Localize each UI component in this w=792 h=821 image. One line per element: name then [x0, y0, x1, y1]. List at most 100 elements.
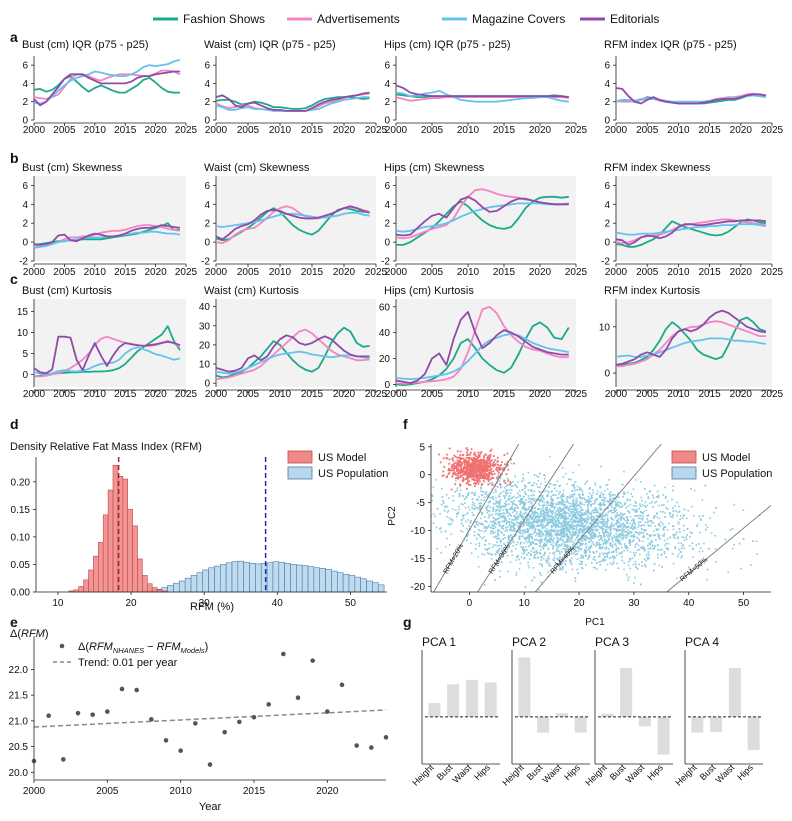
panel-f-point-us-population — [590, 521, 593, 524]
panel-f-point-us-population — [545, 489, 547, 492]
panel-f-point-us-population — [649, 520, 651, 522]
panel-letter-a: a — [10, 29, 18, 45]
panel-f-point-us-population — [634, 560, 636, 563]
panel-f-point-us-population — [574, 542, 576, 545]
panel-f-point-us-population — [505, 523, 508, 526]
panel-f-point-us-population — [535, 550, 538, 552]
panel-f-point-us-population — [695, 544, 698, 546]
panel-f-point-us-population — [604, 559, 606, 561]
panel-f-point-us-population — [497, 545, 499, 547]
panel-f-point-us-population — [505, 465, 508, 468]
panel-f-point-us-population — [599, 485, 601, 488]
panel-f-point-us-population — [510, 521, 513, 524]
panel-f-point-us-population — [439, 513, 441, 515]
panel-f-point-us-population — [552, 530, 555, 532]
panel-f-point-us-population — [539, 551, 541, 554]
panel-f-point-us-population — [587, 509, 590, 511]
panel-f-point-us-population — [707, 548, 710, 550]
panel-f-point-us-population — [602, 496, 605, 499]
panel-f-point-us-population — [658, 536, 660, 538]
panel-f-point-us-population — [742, 538, 745, 540]
panel-f-point-us-population — [562, 493, 564, 495]
panel-f-point-us-population — [511, 539, 514, 542]
panel-f-point-us-population — [575, 505, 577, 508]
panel-f-point-us-population — [557, 533, 559, 536]
panel-f-point-us-population — [523, 487, 526, 490]
panel-c-rfm-index-kurtosis-bg — [616, 299, 772, 387]
panel-f-point-us-population — [531, 527, 534, 530]
panel-f-point-us-population — [608, 492, 610, 495]
panel-f-point-us-population — [663, 551, 666, 553]
panel-f-point-us-population — [572, 541, 575, 543]
panel-f-point-us-population — [593, 535, 596, 538]
panel-f-point-us-population — [474, 494, 476, 497]
panel-b-rfm-index-skewness-title: RFM index Skewness — [604, 162, 711, 174]
panel-f-point-us-population — [662, 523, 664, 525]
panel-f-point-us-population — [579, 488, 581, 491]
panel-f-point-us-population — [656, 496, 658, 498]
panel-f-point-us-population — [557, 513, 560, 515]
panel-f-point-us-population — [580, 544, 583, 546]
panel-f-point-us-model — [488, 469, 491, 472]
panel-f-point-us-population — [469, 520, 472, 523]
panel-f-point-us-population — [549, 541, 552, 543]
panel-f-point-us-population — [677, 536, 679, 539]
panel-f-point-us-population — [685, 538, 688, 541]
panel-f-point-us-population — [598, 521, 601, 524]
panel-f-point-us-population — [574, 531, 576, 533]
panel-f-point-us-population — [493, 518, 496, 520]
panel-f-point-us-population — [537, 532, 540, 535]
panel-f-point-us-population — [682, 514, 685, 517]
panel-d-bar-us-model-4 — [88, 569, 94, 593]
panel-f-point-us-population — [460, 519, 463, 521]
panel-f-point-us-model — [496, 456, 499, 459]
panel-f-point-us-population — [636, 549, 639, 551]
panel-f-point-us-population — [508, 535, 510, 537]
panel-f-point-us-population — [598, 525, 601, 528]
panel-f-point-us-population — [523, 529, 525, 532]
panel-f-point-us-population — [639, 521, 642, 523]
panel-f-point-us-population — [494, 579, 496, 581]
panel-f-point-us-population — [528, 558, 531, 560]
panel-f-point-us-population — [610, 525, 612, 527]
panel-f-point-us-population — [500, 545, 503, 547]
panel-f-point-us-population — [497, 564, 499, 567]
panel-d-bar-us-model-12 — [127, 509, 133, 593]
panel-f-point-us-population — [563, 529, 565, 531]
panel-f-point-us-population — [532, 497, 535, 500]
panel-f-point-us-population — [550, 528, 553, 531]
panel-f-point-us-population — [530, 489, 533, 491]
panel-f-point-us-population — [559, 567, 561, 569]
panel-f-point-us-population — [477, 499, 479, 501]
panel-f-point-us-population — [650, 541, 653, 544]
panel-f-point-us-population — [584, 531, 586, 533]
panel-f-point-us-population — [604, 556, 606, 558]
panel-f-point-us-population — [576, 510, 579, 512]
panel-f-point-us-population — [467, 494, 469, 496]
panel-d-bar-us-model-6 — [98, 542, 104, 593]
panel-f-point-us-population — [571, 534, 574, 537]
panel-f-point-us-population — [498, 506, 501, 508]
panel-f-point-us-population — [649, 502, 651, 505]
panel-f-point-us-population — [610, 516, 612, 519]
panel-f-point-us-population — [656, 513, 658, 515]
panel-f-point-us-population — [485, 539, 487, 541]
panel-f-point-us-population — [533, 525, 535, 528]
panel-f-point-us-population — [498, 533, 500, 536]
panel-f-point-us-population — [624, 531, 626, 533]
panel-f-point-us-population — [508, 524, 511, 526]
panel-f-point-us-population — [607, 532, 610, 535]
panel-f-point-us-population — [597, 515, 599, 517]
panel-f-point-us-population — [563, 543, 566, 546]
panel-f-point-us-population — [514, 518, 517, 521]
panel-b-bust-cm-skewness-xtick-label-2000: 2000 — [23, 267, 46, 278]
panel-f-point-us-model — [458, 472, 460, 475]
panel-f-point-us-population — [521, 498, 524, 500]
lg-sub1: NHANES — [113, 646, 144, 655]
panel-f-point-us-population — [473, 493, 475, 495]
panel-f-point-us-population — [604, 538, 606, 540]
panel-d-bar-us-population-38 — [360, 578, 367, 593]
panel-f-point-us-population — [640, 525, 642, 527]
panel-a-rfm-index-iqr-p75-p25-title: RFM index IQR (p75 - p25) — [604, 39, 737, 51]
